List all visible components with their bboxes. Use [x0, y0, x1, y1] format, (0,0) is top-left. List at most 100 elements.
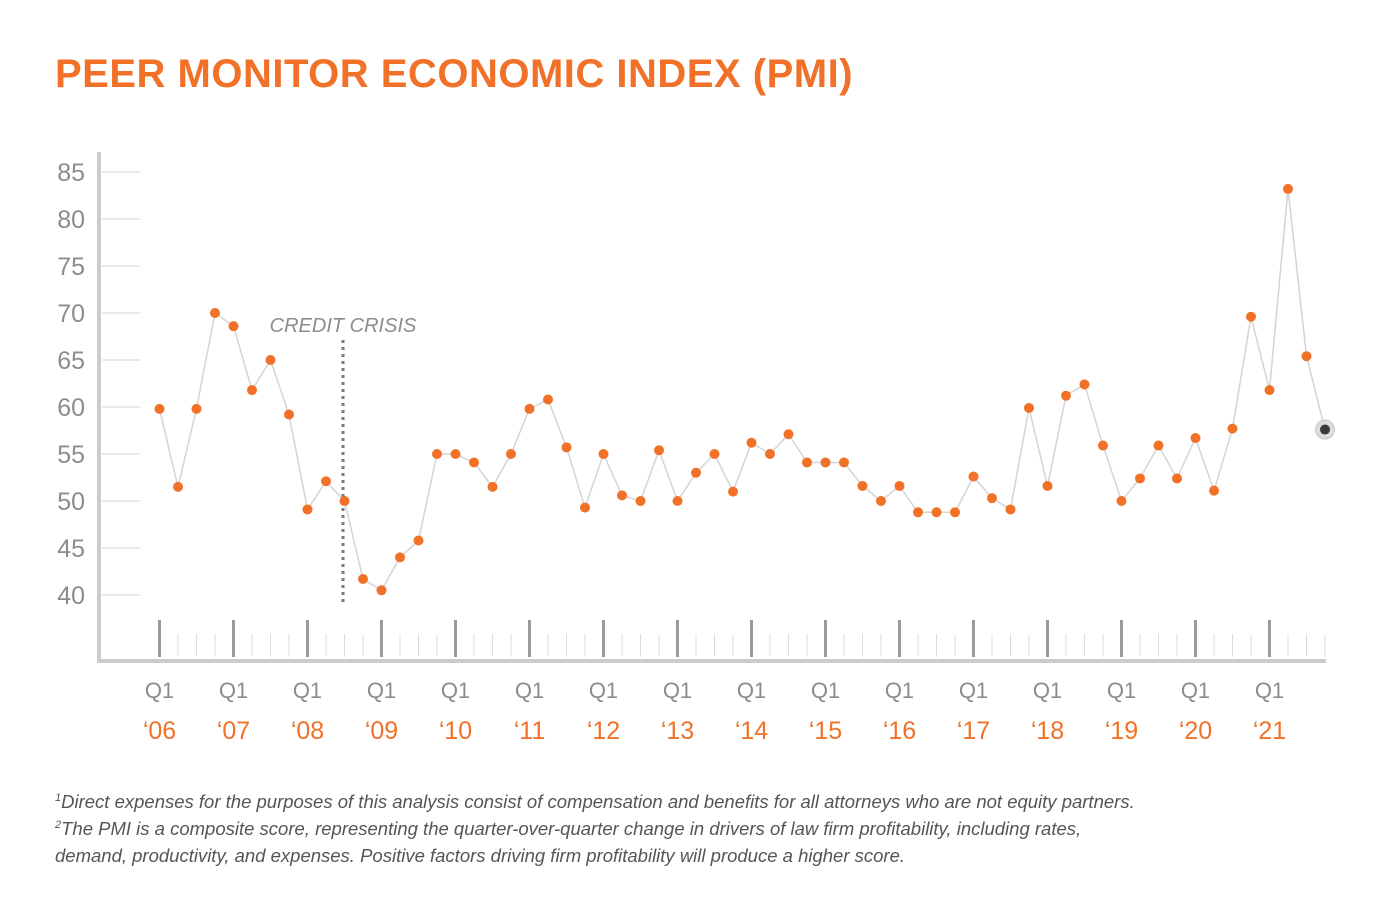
data-point [395, 552, 405, 563]
data-point [376, 585, 387, 596]
data-point [820, 457, 831, 468]
x-tick-label-year: ‘07 [217, 717, 250, 745]
data-point [1079, 379, 1090, 390]
data-point [950, 507, 960, 518]
data-point [894, 480, 905, 491]
data-point [931, 507, 942, 518]
footnote-1-text: Direct expenses for the purposes of this… [61, 791, 1135, 812]
x-tick-label-q1: Q1 [219, 678, 248, 703]
data-point [1264, 385, 1275, 396]
chart-title: PEER MONITOR ECONOMIC INDEX (PMI) [55, 52, 854, 96]
data-point [728, 486, 738, 497]
x-tick-label-year: ‘06 [143, 717, 176, 745]
data-point [580, 502, 590, 513]
data-point [1042, 480, 1053, 491]
x-tick-label-year: ‘20 [1179, 717, 1212, 745]
x-tick-label-q1: Q1 [293, 678, 322, 703]
data-point [968, 471, 979, 482]
footnote-1-marker: 1 [55, 791, 62, 804]
y-tick-label-45: 45 [57, 535, 85, 563]
y-tick-label-70: 70 [57, 300, 85, 328]
x-tick-label-q1: Q1 [441, 678, 470, 703]
x-tick-label-year: ‘15 [809, 717, 842, 745]
x-tick-label-year: ‘18 [1031, 717, 1064, 745]
x-tick-label-year: ‘21 [1253, 717, 1286, 745]
data-point [987, 493, 997, 504]
data-point [1098, 440, 1108, 451]
data-point [913, 507, 923, 518]
data-point [173, 481, 183, 492]
data-point [469, 457, 479, 468]
x-tick-label-q1: Q1 [589, 678, 618, 703]
data-point [247, 385, 257, 396]
data-point [876, 496, 886, 506]
y-tick-label-60: 60 [57, 394, 85, 422]
x-tick-label-year: ‘09 [365, 717, 398, 745]
x-tick-label-q1: Q1 [737, 678, 766, 703]
axes [97, 152, 1326, 663]
data-point [635, 496, 646, 506]
gridlines [102, 171, 140, 596]
x-tick-label-q1: Q1 [1107, 678, 1136, 703]
data-point [1024, 402, 1034, 413]
series-line [158, 188, 1326, 592]
pmi-line-chart: 85 80 75 70 65 60 55 50 45 40 Q1 ‘06 Q1 ‘07 Q1 ‘08 Q1 ‘0… [57, 152, 1335, 745]
y-tick-label-80: 80 [57, 206, 85, 234]
data-point [413, 535, 424, 546]
credit-crisis-annotation: CREDIT CRISIS [270, 315, 417, 604]
data-point [154, 403, 165, 414]
footnotes: 1Direct expenses for the purposes of thi… [55, 788, 1355, 869]
credit-crisis-label: CREDIT CRISIS [270, 315, 417, 337]
data-point [321, 476, 331, 487]
data-point [598, 449, 609, 459]
data-point [839, 457, 849, 468]
data-point [339, 496, 350, 506]
data-point [654, 445, 664, 456]
y-tick-label-40: 40 [57, 582, 85, 610]
data-point [1190, 433, 1201, 444]
y-axis-tick-labels: 85 80 75 70 65 60 55 50 45 40 [57, 159, 85, 610]
x-axis-tick-labels: Q1 ‘06 Q1 ‘07 Q1 ‘08 Q1 ‘09 Q1 ‘10 Q1 ‘11 Q1 ‘12 Q1 ‘13… [143, 678, 1286, 745]
footnote-2-marker: 2 [55, 818, 62, 831]
data-point [857, 480, 868, 491]
x-tick-label-q1: Q1 [885, 678, 914, 703]
data-point [1116, 496, 1127, 506]
x-tick-label-year: ‘17 [957, 717, 990, 745]
data-point [191, 403, 202, 414]
data-point-highlighted [1320, 424, 1330, 435]
x-tick-label-q1: Q1 [663, 678, 692, 703]
data-point [1227, 423, 1238, 434]
data-point [1246, 311, 1256, 322]
x-tick-label-year: ‘10 [439, 717, 472, 745]
data-point [765, 449, 775, 459]
data-point [1061, 390, 1071, 401]
data-point [1005, 504, 1016, 515]
footnote-2: 2The PMI is a composite score, represent… [55, 815, 1355, 842]
data-point [709, 449, 720, 459]
x-tick-label-year: ‘19 [1105, 717, 1138, 745]
data-point [691, 467, 701, 478]
data-point [228, 321, 239, 332]
x-tick-label-q1: Q1 [367, 678, 396, 703]
x-tick-label-year: ‘13 [661, 717, 694, 745]
footnote-2-text-line-2: demand, productivity, and expenses. Posi… [55, 845, 906, 866]
x-tick-label-q1: Q1 [1181, 678, 1210, 703]
y-tick-label-50: 50 [57, 488, 85, 516]
data-point [1153, 440, 1164, 451]
footnote-2-text-line-1: The PMI is a composite score, representi… [61, 818, 1082, 839]
data-point [1135, 473, 1145, 484]
data-point [746, 437, 757, 448]
y-tick-label-65: 65 [57, 347, 85, 375]
x-tick-label-year: ‘14 [735, 717, 768, 745]
data-point [561, 442, 572, 453]
x-tick-label-year: ‘11 [514, 717, 546, 745]
x-tick-label-q1: Q1 [811, 678, 840, 703]
data-point [302, 504, 313, 515]
data-point [543, 394, 553, 405]
x-tick-label-year: ‘12 [587, 717, 620, 745]
data-point [432, 449, 442, 459]
data-point [358, 574, 368, 585]
data-point [284, 409, 294, 420]
series-points [154, 183, 1335, 596]
data-point [1301, 351, 1312, 362]
